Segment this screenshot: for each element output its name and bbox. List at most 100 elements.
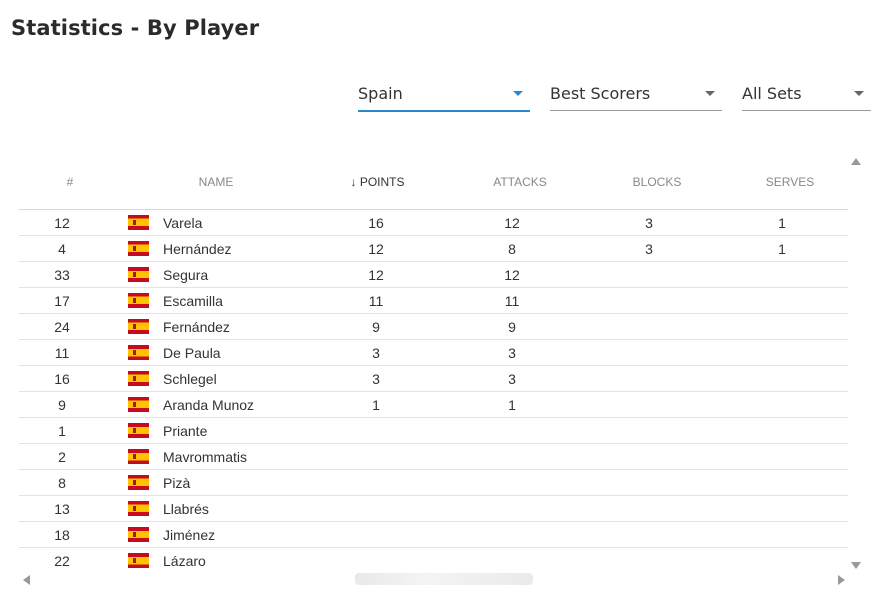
cell-attacks: 8: [508, 241, 516, 257]
vertical-scrollbar[interactable]: [849, 155, 862, 573]
table-row[interactable]: 2 Mavrommatis: [19, 444, 848, 470]
cell-number: 1: [58, 423, 66, 439]
table-header: # Name ↓ POINTS ATTACKS BLOCKS SERVES: [19, 160, 848, 210]
cell-points: 3: [372, 345, 380, 361]
spain-flag-icon: [128, 501, 149, 516]
cell-name[interactable]: Aranda Munoz: [163, 397, 255, 413]
cell-number: 33: [54, 267, 70, 283]
cell-name[interactable]: Segura: [163, 267, 209, 283]
chevron-down-icon: [513, 91, 523, 96]
header-number[interactable]: #: [66, 175, 74, 189]
table-row[interactable]: 9 Aranda Munoz 1 1: [19, 392, 848, 418]
chevron-down-icon: [854, 91, 864, 96]
cell-attacks: 12: [504, 215, 520, 231]
spain-flag-icon: [128, 241, 149, 256]
team-select[interactable]: Spain: [358, 80, 530, 112]
category-select-value: Best Scorers: [550, 84, 651, 103]
table-row[interactable]: 8 Pizà: [19, 470, 848, 496]
cell-number: 22: [54, 553, 70, 569]
cell-attacks: 3: [508, 371, 516, 387]
cell-number: 13: [54, 501, 70, 517]
table-row[interactable]: 4 Hernández 12 8 3 1: [19, 236, 848, 262]
cell-serves: 1: [778, 215, 786, 231]
cell-name[interactable]: Llabrés: [163, 501, 209, 517]
cell-number: 16: [54, 371, 70, 387]
table-row[interactable]: 22 Lázaro: [19, 548, 848, 572]
chevron-down-icon: [705, 91, 715, 96]
category-select[interactable]: Best Scorers: [550, 80, 722, 111]
player-stats-table: # Name ↓ POINTS ATTACKS BLOCKS SERVES 12…: [19, 160, 848, 572]
cell-attacks: 9: [508, 319, 516, 335]
cell-number: 17: [54, 293, 70, 309]
cell-points: 9: [372, 319, 380, 335]
cell-name[interactable]: Mavrommatis: [163, 449, 248, 465]
spain-flag-icon: [128, 319, 149, 334]
sets-select[interactable]: All Sets: [742, 80, 871, 111]
cell-points: 12: [368, 241, 384, 257]
header-serves[interactable]: SERVES: [765, 175, 815, 189]
cell-number: 9: [58, 397, 66, 413]
spain-flag-icon: [128, 267, 149, 282]
cell-number: 11: [54, 345, 70, 361]
page-title: Statistics - By Player: [11, 16, 260, 40]
spain-flag-icon: [128, 293, 149, 308]
team-select-value: Spain: [358, 84, 403, 103]
spain-flag-icon: [128, 345, 149, 360]
cell-name[interactable]: Pizà: [163, 475, 191, 491]
cell-points: 16: [368, 215, 384, 231]
cell-number: 12: [54, 215, 70, 231]
spain-flag-icon: [128, 449, 149, 464]
cell-number: 4: [58, 241, 66, 257]
cell-number: 8: [58, 475, 66, 491]
scroll-right-icon[interactable]: [838, 575, 845, 585]
header-name[interactable]: Name: [198, 175, 234, 189]
sets-select-value: All Sets: [742, 84, 802, 103]
scroll-left-icon[interactable]: [23, 575, 30, 585]
scroll-down-icon[interactable]: [851, 562, 861, 569]
cell-number: 2: [58, 449, 66, 465]
cell-blocks: 3: [645, 241, 653, 257]
cell-name[interactable]: Priante: [163, 423, 208, 439]
cell-points: 12: [368, 267, 384, 283]
cell-name[interactable]: Escamilla: [163, 293, 223, 309]
spain-flag-icon: [128, 397, 149, 412]
table-row[interactable]: 24 Fernández 9 9: [19, 314, 848, 340]
spain-flag-icon: [128, 215, 149, 230]
header-points[interactable]: ↓ POINTS: [350, 175, 405, 189]
cell-points: 3: [372, 371, 380, 387]
cell-name[interactable]: Jiménez: [163, 527, 216, 543]
scroll-up-icon[interactable]: [851, 158, 861, 165]
cell-name[interactable]: Hernández: [163, 241, 232, 257]
cell-name[interactable]: De Paula: [163, 345, 221, 361]
cell-name[interactable]: Lázaro: [163, 553, 206, 569]
table-row[interactable]: 17 Escamilla 11 11: [19, 288, 848, 314]
cell-number: 24: [54, 319, 70, 335]
table-row[interactable]: 1 Priante: [19, 418, 848, 444]
spain-flag-icon: [128, 423, 149, 438]
cell-attacks: 3: [508, 345, 516, 361]
scroll-thumb[interactable]: [355, 573, 533, 585]
table-row[interactable]: 13 Llabrés: [19, 496, 848, 522]
cell-attacks: 1: [508, 397, 516, 413]
cell-name[interactable]: Schlegel: [163, 371, 217, 387]
header-blocks[interactable]: BLOCKS: [632, 175, 682, 189]
cell-number: 18: [54, 527, 70, 543]
cell-serves: 1: [778, 241, 786, 257]
horizontal-scrollbar[interactable]: [19, 573, 848, 587]
table-row[interactable]: 33 Segura 12 12: [19, 262, 848, 288]
cell-points: 11: [368, 293, 384, 309]
table-row[interactable]: 12 Varela 16 12 3 1: [19, 210, 848, 236]
spain-flag-icon: [128, 475, 149, 490]
cell-name[interactable]: Fernández: [163, 319, 230, 335]
table-row[interactable]: 11 De Paula 3 3: [19, 340, 848, 366]
cell-points: 1: [372, 397, 380, 413]
cell-blocks: 3: [645, 215, 653, 231]
cell-attacks: 12: [504, 267, 520, 283]
table-row[interactable]: 16 Schlegel 3 3: [19, 366, 848, 392]
spain-flag-icon: [128, 527, 149, 542]
table-body: 12 Varela 16 12 3 1 4 Hernández 12 8 3 1 33 Segura 12 1…: [19, 210, 848, 572]
spain-flag-icon: [128, 553, 149, 568]
table-row[interactable]: 18 Jiménez: [19, 522, 848, 548]
header-attacks[interactable]: ATTACKS: [493, 175, 547, 189]
cell-name[interactable]: Varela: [163, 215, 203, 231]
